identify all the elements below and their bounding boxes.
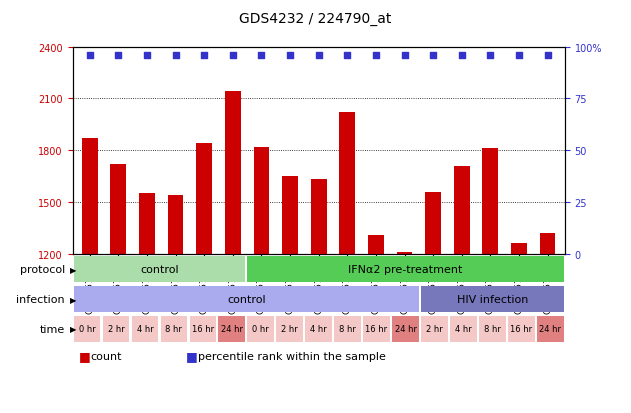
Bar [225,92,240,254]
Text: percentile rank within the sample: percentile rank within the sample [198,351,386,361]
Text: 8 hr: 8 hr [339,325,356,334]
Text: 4 hr: 4 hr [310,325,327,334]
Text: control: control [140,265,179,275]
Bar [540,233,555,254]
Bar [218,316,245,342]
Bar [450,316,477,342]
Bar [139,194,155,254]
Point [114,53,124,59]
Text: 0 hr: 0 hr [79,325,95,334]
Bar [132,316,158,342]
Bar [421,316,448,342]
Text: ▶: ▶ [70,295,76,304]
Bar [392,316,419,342]
Bar [363,316,390,342]
Text: 4 hr: 4 hr [136,325,153,334]
Bar [74,316,100,342]
Text: control: control [227,294,266,304]
Text: count: count [90,351,122,361]
Text: HIV infection: HIV infection [457,294,528,304]
Bar [82,139,98,254]
Bar [276,316,303,342]
Text: 2 hr: 2 hr [108,325,124,334]
Bar [189,316,216,342]
Text: 4 hr: 4 hr [455,325,472,334]
Text: IFNα2 pre-treatment: IFNα2 pre-treatment [348,265,463,275]
Bar [421,287,563,312]
Bar [110,164,126,254]
Text: ■: ■ [79,349,91,362]
Point [371,53,381,59]
Text: ▶: ▶ [70,325,76,334]
Text: ▶: ▶ [70,265,76,274]
Point [342,53,352,59]
Bar [247,316,274,342]
Bar [339,113,355,254]
Text: 24 hr: 24 hr [221,325,243,334]
Bar [537,316,563,342]
Bar [311,180,326,254]
Point [85,53,95,59]
Bar [479,316,505,342]
Text: infection: infection [16,294,65,304]
Bar [483,149,498,254]
Bar [168,195,184,254]
Text: protocol: protocol [20,265,65,275]
Bar [454,166,469,254]
Bar [397,252,413,254]
Point [543,53,553,59]
Text: 2 hr: 2 hr [281,325,298,334]
Point [428,53,438,59]
Bar [247,257,563,282]
Text: 24 hr: 24 hr [394,325,416,334]
Bar [425,192,441,254]
Bar [334,316,361,342]
Point [399,53,410,59]
Text: time: time [40,324,65,334]
Bar [282,177,298,254]
Text: 16 hr: 16 hr [365,325,387,334]
Text: 16 hr: 16 hr [510,325,533,334]
Bar [368,235,384,254]
Text: 8 hr: 8 hr [484,325,501,334]
Bar [103,316,129,342]
Point [228,53,238,59]
Point [256,53,266,59]
Bar [508,316,534,342]
Text: 8 hr: 8 hr [165,325,182,334]
Text: ■: ■ [186,349,198,362]
Point [485,53,495,59]
Point [285,53,295,59]
Bar [511,244,527,254]
Bar [160,316,187,342]
Bar [305,316,332,342]
Bar [74,287,419,312]
Point [314,53,324,59]
Point [514,53,524,59]
Text: 24 hr: 24 hr [540,325,561,334]
Text: 16 hr: 16 hr [192,325,214,334]
Bar [196,144,212,254]
Bar [74,257,245,282]
Bar [254,147,269,254]
Point [199,53,209,59]
Point [142,53,152,59]
Text: GDS4232 / 224790_at: GDS4232 / 224790_at [239,12,392,26]
Text: 2 hr: 2 hr [426,325,443,334]
Point [170,53,180,59]
Point [457,53,467,59]
Text: 0 hr: 0 hr [252,325,269,334]
